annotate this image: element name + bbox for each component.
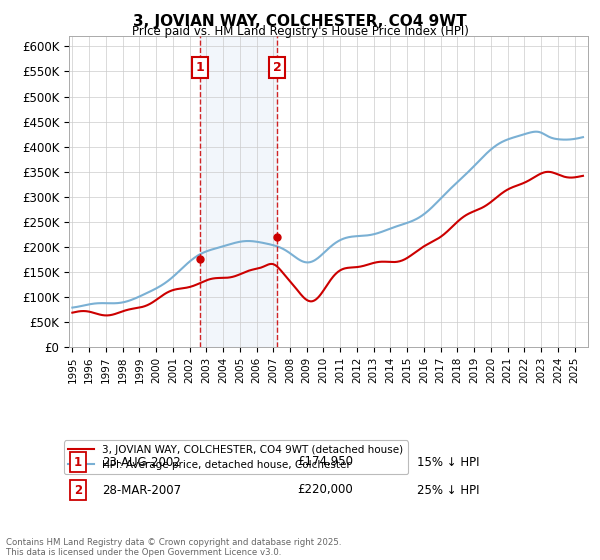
Text: 23-AUG-2002: 23-AUG-2002 — [102, 455, 181, 469]
Text: 1: 1 — [196, 61, 205, 74]
Text: 15% ↓ HPI: 15% ↓ HPI — [417, 455, 479, 469]
Text: 2: 2 — [74, 483, 82, 497]
Text: 28-MAR-2007: 28-MAR-2007 — [102, 483, 181, 497]
Legend: 3, JOVIAN WAY, COLCHESTER, CO4 9WT (detached house), HPI: Average price, detache: 3, JOVIAN WAY, COLCHESTER, CO4 9WT (deta… — [64, 440, 407, 474]
Text: 25% ↓ HPI: 25% ↓ HPI — [417, 483, 479, 497]
Text: 2: 2 — [273, 61, 281, 74]
Text: 1: 1 — [74, 455, 82, 469]
Text: 3, JOVIAN WAY, COLCHESTER, CO4 9WT: 3, JOVIAN WAY, COLCHESTER, CO4 9WT — [133, 14, 467, 29]
Text: £220,000: £220,000 — [297, 483, 353, 497]
Text: Contains HM Land Registry data © Crown copyright and database right 2025.
This d: Contains HM Land Registry data © Crown c… — [6, 538, 341, 557]
Bar — [200, 36, 277, 347]
Text: Price paid vs. HM Land Registry's House Price Index (HPI): Price paid vs. HM Land Registry's House … — [131, 25, 469, 38]
Text: £174,950: £174,950 — [297, 455, 353, 469]
